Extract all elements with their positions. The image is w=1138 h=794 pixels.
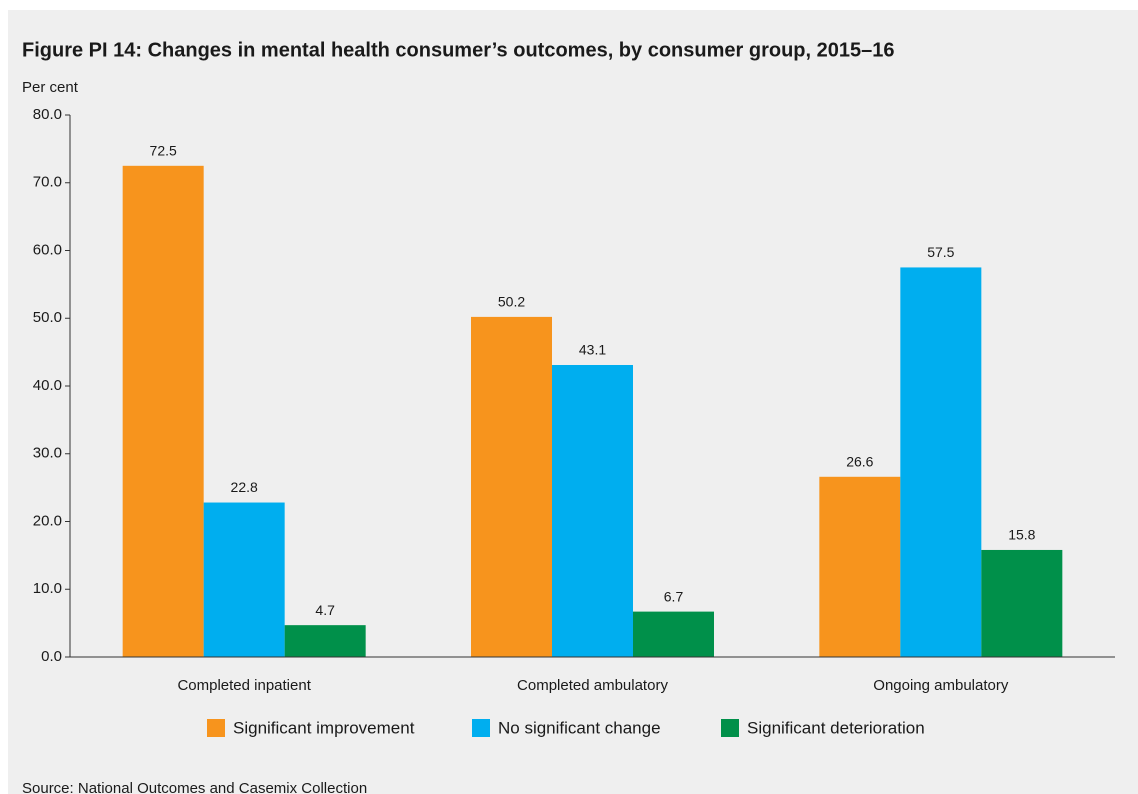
y-tick-label: 20.0 — [33, 512, 62, 529]
y-tick-label: 0.0 — [41, 648, 62, 665]
bar — [122, 165, 204, 657]
y-axis-label: Per cent — [22, 79, 79, 96]
data-label: 26.6 — [846, 453, 873, 469]
y-tick-label: 30.0 — [33, 445, 62, 462]
y-tick-label: 50.0 — [33, 309, 62, 326]
legend-label: Significant deterioration — [747, 718, 925, 737]
legend-swatch — [207, 719, 225, 737]
legend-label: No significant change — [498, 718, 661, 737]
legend-swatch — [472, 719, 490, 737]
bar — [900, 267, 982, 657]
y-tick-label: 60.0 — [33, 241, 62, 258]
bar — [633, 611, 714, 657]
bar — [284, 625, 366, 657]
y-tick-label: 80.0 — [33, 106, 62, 123]
x-tick-label: Completed inpatient — [177, 677, 311, 694]
bar — [471, 316, 552, 657]
data-label: 57.5 — [927, 244, 954, 260]
x-tick-label: Ongoing ambulatory — [873, 677, 1009, 694]
data-label: 22.8 — [231, 479, 258, 495]
data-label: 72.5 — [150, 143, 177, 159]
legend-label: Significant improvement — [233, 718, 415, 737]
chart-title: Figure PI 14: Changes in mental health c… — [22, 39, 894, 61]
data-label: 4.7 — [315, 602, 335, 618]
bar — [203, 502, 285, 657]
bar — [552, 364, 633, 657]
data-label: 43.1 — [579, 342, 606, 358]
data-label: 6.7 — [664, 588, 684, 604]
legend-swatch — [721, 719, 739, 737]
data-label: 15.8 — [1008, 527, 1035, 543]
x-tick-label: Completed ambulatory — [517, 677, 668, 694]
bar — [981, 549, 1063, 657]
y-tick-label: 10.0 — [33, 580, 62, 597]
y-tick-label: 70.0 — [33, 174, 62, 191]
data-label: 50.2 — [498, 294, 525, 310]
bar — [819, 476, 901, 657]
source-note: Source: National Outcomes and Casemix Co… — [22, 780, 367, 794]
y-tick-label: 40.0 — [33, 377, 62, 394]
